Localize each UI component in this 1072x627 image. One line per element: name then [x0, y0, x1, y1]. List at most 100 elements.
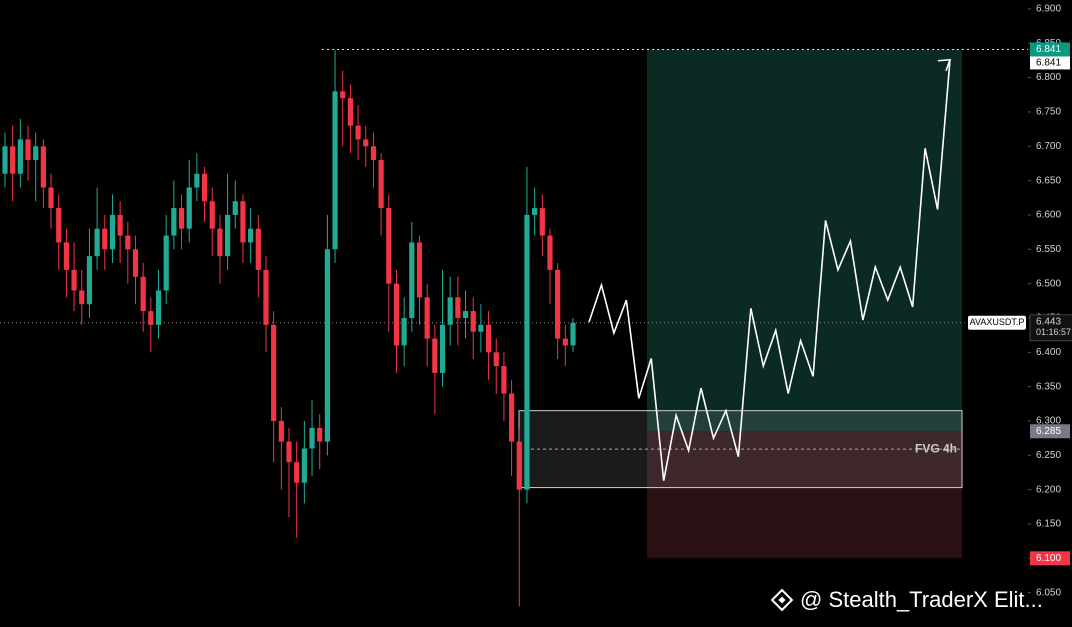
candle-body: [10, 146, 16, 174]
candle-body: [363, 139, 369, 147]
candle-body: [209, 201, 215, 229]
watermark-diamond: [770, 588, 794, 612]
candle-body: [56, 208, 62, 243]
candle-body: [470, 311, 476, 332]
y-tick-label: 6.500: [1036, 278, 1061, 289]
candle-body: [355, 125, 361, 140]
y-tick-label: 6.900: [1036, 4, 1061, 15]
y-tick-label: 6.650: [1036, 175, 1061, 186]
candle-body: [63, 242, 70, 270]
price-axis: [1028, 0, 1072, 627]
candle-body: [447, 297, 453, 325]
candle-body: [17, 139, 23, 174]
candle-body: [148, 311, 154, 325]
symbol-bg: [968, 315, 1026, 330]
candle-body: [424, 297, 430, 339]
target-zone: [647, 49, 962, 432]
candle-body: [155, 290, 162, 325]
candle-body: [524, 214, 530, 490]
candle-body: [2, 146, 8, 174]
candle-body: [140, 276, 146, 312]
candle-body: [117, 214, 123, 236]
candle-body: [432, 338, 438, 373]
candle-body: [562, 338, 568, 346]
target-tag2: 6.841: [1036, 58, 1061, 69]
candle-body: [201, 173, 208, 202]
target-tag: 6.841: [1036, 44, 1061, 55]
candle-body: [278, 420, 284, 442]
projection-line: [588, 59, 951, 481]
candle-body: [286, 441, 292, 463]
last-price: 6.443: [1036, 316, 1061, 327]
candle-body: [255, 228, 261, 270]
candle-body: [409, 242, 415, 318]
candle-body: [478, 324, 484, 332]
entry-tag-bg: [1030, 424, 1070, 439]
candle-body: [79, 290, 85, 305]
candle-body: [317, 427, 323, 442]
countdown: 01:16:57: [1036, 327, 1071, 337]
candle-body: [248, 228, 254, 243]
fvg-label: FVG 4h: [915, 441, 957, 455]
y-tick-label: 6.600: [1036, 210, 1061, 221]
candle-body: [102, 228, 108, 250]
candle-body: [532, 208, 538, 215]
candle-body: [386, 208, 392, 284]
candle-body: [493, 352, 499, 367]
stop-tag-bg: [1030, 551, 1070, 566]
candle-body: [332, 91, 338, 250]
target-tag2-bg: [1030, 56, 1070, 70]
candle-body: [462, 311, 469, 318]
candle-body: [263, 269, 269, 325]
y-tick-label: 6.250: [1036, 450, 1061, 461]
stop-tag: 6.100: [1036, 553, 1061, 564]
candle-body: [178, 208, 185, 229]
candle-body: [555, 269, 561, 339]
y-tick-label: 6.750: [1036, 107, 1061, 118]
candle-body: [109, 214, 116, 250]
candle-body: [132, 249, 139, 277]
candle-body: [33, 146, 39, 161]
y-tick-label: 6.300: [1036, 416, 1061, 427]
projection-arrowhead: [937, 58, 952, 72]
candle-body: [416, 242, 423, 298]
candle-body: [232, 201, 238, 215]
candle-body: [501, 366, 507, 394]
candle-body: [370, 146, 377, 161]
candle-body: [86, 256, 93, 305]
y-tick-label: 6.050: [1036, 587, 1061, 598]
candle-body: [71, 269, 77, 291]
stop-zone: [647, 431, 962, 559]
candle-body: [401, 317, 407, 346]
candle-body: [48, 187, 54, 209]
candle-body: [570, 322, 576, 346]
candle-body: [378, 160, 384, 209]
y-tick-label: 6.350: [1036, 381, 1061, 392]
candle-body: [240, 201, 246, 243]
y-tick-label: 6.700: [1036, 141, 1061, 152]
watermark: @ Stealth_TraderX Elit...: [800, 587, 1043, 612]
candle-body: [301, 448, 307, 483]
last-price-bg: [1029, 314, 1072, 342]
watermark-icon: [770, 588, 794, 612]
candle-body: [324, 249, 330, 442]
candle-body: [508, 393, 515, 442]
candle-body: [94, 228, 100, 257]
y-tick-label: 6.200: [1036, 484, 1061, 495]
watermark-diamond-core: [778, 596, 786, 604]
candle-body: [294, 462, 300, 483]
candle-body: [40, 146, 46, 188]
y-tick-label: 6.550: [1036, 244, 1061, 255]
candle-body: [171, 208, 177, 236]
target-tag-bg: [1030, 42, 1070, 57]
candle-body: [340, 91, 346, 99]
y-tick-label: 6.150: [1036, 519, 1061, 530]
y-tick-label: 6.800: [1036, 72, 1061, 83]
candle-body: [217, 228, 223, 257]
candle-body: [194, 173, 200, 188]
candle-body: [516, 441, 522, 490]
candle-body: [186, 187, 192, 229]
candle-body: [224, 214, 231, 257]
candle-body: [309, 427, 315, 449]
